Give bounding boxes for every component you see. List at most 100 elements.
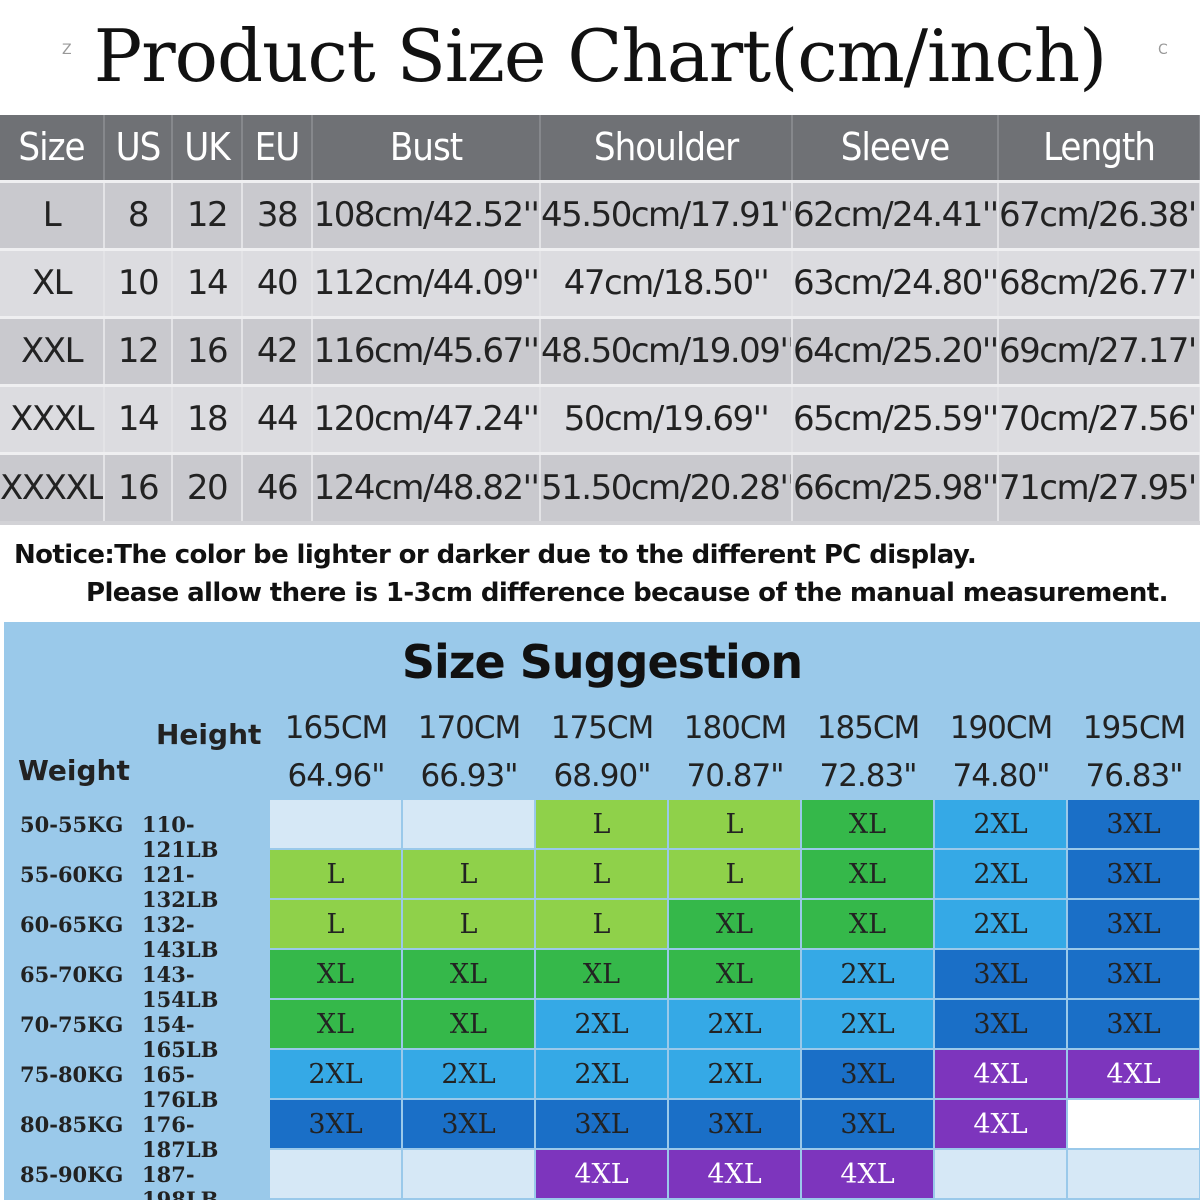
size-suggestion-cell: L xyxy=(669,850,800,898)
cell-shoulder: 45.50cm/17.91'' xyxy=(540,179,793,249)
weight-lb: 176-187LB xyxy=(142,1112,219,1162)
size-suggestion-cell: 2XL xyxy=(669,1050,800,1098)
cell-eu: 46 xyxy=(242,451,313,521)
height-label: Height xyxy=(156,718,262,751)
size-suggestion-table: Size Suggestion Height Weight 165CM 64.96… xyxy=(4,622,1200,1200)
size-suggestion-cell: XL xyxy=(536,950,667,998)
size-chart-header-row: Size US UK EU Bust Shoulder Sleeve Lengt… xyxy=(0,115,1200,181)
weight-kg: 55-60KG xyxy=(20,862,124,887)
size-suggestion-cell: 3XL xyxy=(935,950,1066,998)
cell-size: XXXXL xyxy=(0,451,105,521)
weight-row-header: 80-85KG 176-187LB xyxy=(4,1100,270,1162)
cell-length: 68cm/26.77'' xyxy=(998,247,1200,317)
size-suggestion-cell: 4XL xyxy=(536,1150,667,1198)
size-suggestion-cell: 4XL xyxy=(802,1150,933,1198)
size-suggestion-cell: XL xyxy=(270,1000,401,1048)
weight-lb: 110-121LB xyxy=(142,812,219,862)
size-suggestion-cell: XL xyxy=(802,900,933,948)
cell-sleeve: 62cm/24.41'' xyxy=(792,179,999,249)
cell-sleeve: 64cm/25.20'' xyxy=(792,315,999,385)
size-suggestion-cell: L xyxy=(403,900,534,948)
page-title: Product Size Chart(cm/inch) xyxy=(93,14,1107,98)
cell-uk: 18 xyxy=(172,383,243,453)
height-inch: 68.90" xyxy=(553,758,651,794)
size-suggestion-cell xyxy=(270,1150,401,1198)
size-suggestion-cell xyxy=(935,1150,1066,1198)
height-inch: 72.83" xyxy=(819,758,917,794)
weight-label: Weight xyxy=(18,754,130,787)
size-suggestion-cell: XL xyxy=(802,850,933,898)
size-suggestion-cell xyxy=(270,800,401,848)
weight-lb: 165-176LB xyxy=(142,1062,219,1112)
size-suggestion-cell: 3XL xyxy=(802,1050,933,1098)
header-length: Length xyxy=(998,115,1200,181)
cell-shoulder: 51.50cm/20.28'' xyxy=(540,451,793,521)
header-size: Size xyxy=(0,115,105,181)
size-suggestion-cell: 2XL xyxy=(935,800,1066,848)
cell-eu: 42 xyxy=(242,315,313,385)
size-suggestion-cell: 2XL xyxy=(536,1050,667,1098)
size-suggestion-cell: L xyxy=(536,800,667,848)
size-suggestion-cell: 3XL xyxy=(669,1100,800,1148)
header-bust: Bust xyxy=(312,115,541,181)
cell-sleeve: 63cm/24.80'' xyxy=(792,247,999,317)
weight-row-header: 75-80KG 165-176LB xyxy=(4,1050,270,1112)
cell-length: 70cm/27.56'' xyxy=(998,383,1200,453)
size-suggestion-cell: XL xyxy=(403,950,534,998)
cell-uk: 12 xyxy=(172,179,243,249)
size-suggestion-cell: 2XL xyxy=(802,950,933,998)
size-suggestion-cell: 2XL xyxy=(536,1000,667,1048)
cell-eu: 44 xyxy=(242,383,313,453)
table-row: XXXL 14 18 44 120cm/47.24'' 50cm/19.69'' 65cm/… xyxy=(0,383,1200,453)
weight-lb: 143-154LB xyxy=(142,962,219,1012)
size-suggestion-cell: 2XL xyxy=(669,1000,800,1048)
cell-us: 12 xyxy=(104,315,173,385)
size-suggestion-cell: 2XL xyxy=(270,1050,401,1098)
header-uk: UK xyxy=(172,115,243,181)
table-row: XXL 12 16 42 116cm/45.67'' 48.50cm/19.09'' 64c… xyxy=(0,315,1200,385)
height-column-header: 190CM 74.80" xyxy=(935,702,1067,822)
weight-kg: 50-55KG xyxy=(20,812,124,837)
size-suggestion-cell: 3XL xyxy=(935,1000,1066,1048)
height-inch: 64.96" xyxy=(287,758,385,794)
size-chart-table: Size US UK EU Bust Shoulder Sleeve Lengt… xyxy=(0,115,1200,525)
size-suggestion-cell: L xyxy=(536,850,667,898)
weight-row-header: 50-55KG 110-121LB xyxy=(4,800,270,862)
header-us: US xyxy=(104,115,173,181)
height-cm: 180CM xyxy=(683,710,788,746)
height-column-header: 195CM 76.83" xyxy=(1068,702,1200,822)
size-suggestion-cell: 3XL xyxy=(270,1100,401,1148)
cell-length: 67cm/26.38'' xyxy=(998,179,1200,249)
table-row: XXXXL 16 20 46 124cm/48.82'' 51.50cm/20.28'' 6… xyxy=(0,451,1200,521)
weight-kg: 85-90KG xyxy=(20,1162,124,1187)
header-shoulder: Shoulder xyxy=(540,115,793,181)
size-suggestion-cell: 2XL xyxy=(802,1000,933,1048)
size-suggestion-cell: L xyxy=(669,800,800,848)
height-column-header: 180CM 70.87" xyxy=(669,702,801,822)
cell-bust: 120cm/47.24'' xyxy=(312,383,541,453)
cell-uk: 16 xyxy=(172,315,243,385)
cell-shoulder: 48.50cm/19.09'' xyxy=(540,315,793,385)
height-inch: 74.80" xyxy=(952,758,1050,794)
size-suggestion-cell: 3XL xyxy=(403,1100,534,1148)
weight-kg: 80-85KG xyxy=(20,1112,124,1137)
cell-shoulder: 50cm/19.69'' xyxy=(540,383,793,453)
weight-row-header: 65-70KG 143-154LB xyxy=(4,950,270,1012)
cell-us: 8 xyxy=(104,179,173,249)
size-suggestion-title: Size Suggestion xyxy=(401,635,803,689)
cell-us: 16 xyxy=(104,451,173,521)
size-suggestion-cell: 3XL xyxy=(1068,950,1199,998)
height-column-header: 175CM 68.90" xyxy=(536,702,668,822)
header-sleeve: Sleeve xyxy=(792,115,999,181)
height-cm: 185CM xyxy=(816,710,921,746)
height-cm: 195CM xyxy=(1082,710,1187,746)
weight-row-header: 55-60KG 121-132LB xyxy=(4,850,270,912)
weight-kg: 65-70KG xyxy=(20,962,124,987)
corner-mark-left: Z xyxy=(62,42,72,58)
size-suggestion-cell: 3XL xyxy=(802,1100,933,1148)
size-suggestion-cell: 4XL xyxy=(935,1100,1066,1148)
weight-lb: 132-143LB xyxy=(142,912,219,962)
table-row: L 8 12 38 108cm/42.52'' 45.50cm/17.91'' 62cm/2… xyxy=(0,179,1200,249)
height-inch: 70.87" xyxy=(686,758,784,794)
size-suggestion-cell: 3XL xyxy=(1068,800,1199,848)
